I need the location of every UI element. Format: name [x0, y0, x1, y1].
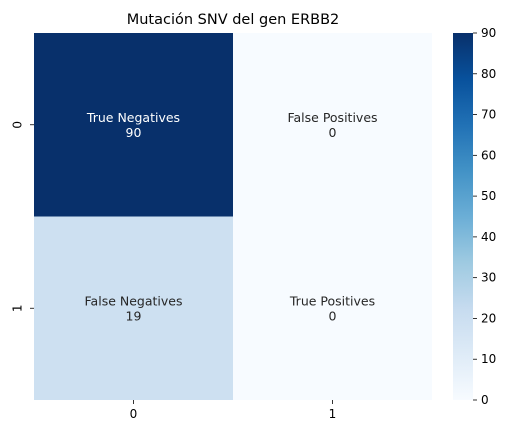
- chart-title: Mutación SNV del gen ERBB2: [127, 12, 340, 28]
- cell-value: 19: [126, 308, 142, 323]
- colorbar-tick-label: 90: [481, 26, 496, 40]
- cell-value: 90: [126, 125, 142, 140]
- colorbar-tick-label: 0: [481, 393, 489, 407]
- y-tick-label: 1: [11, 304, 25, 312]
- colorbar-tick-label: 30: [481, 271, 496, 285]
- colorbar-tick-label: 70: [481, 108, 496, 122]
- cell-value: 0: [329, 308, 337, 323]
- colorbar-tick-label: 40: [481, 230, 496, 244]
- cell-value: 0: [329, 125, 337, 140]
- colorbar-tick-label: 60: [481, 148, 496, 162]
- heatmap-cell: [233, 33, 432, 217]
- heatmap-cells: [34, 33, 432, 400]
- cell-label: True Positives: [289, 293, 375, 308]
- y-tick-label: 0: [11, 121, 25, 129]
- colorbar-tick-label: 80: [481, 67, 496, 81]
- colorbar-tick-label: 20: [481, 311, 496, 325]
- x-tick-label: 0: [130, 407, 138, 421]
- cell-label: False Negatives: [85, 293, 183, 308]
- colorbar-tick-label: 10: [481, 352, 496, 366]
- heatmap-cell: [233, 216, 432, 400]
- heatmap-cell: [34, 33, 233, 217]
- heatmap-cell: [34, 216, 233, 400]
- cell-label: True Negatives: [86, 110, 180, 125]
- colorbar-gradient: [453, 33, 473, 400]
- x-tick-label: 1: [329, 407, 337, 421]
- colorbar-tick-label: 50: [481, 189, 496, 203]
- y-axis: 01: [11, 121, 34, 312]
- colorbar: 0 10 20 30 40 50 60 70 80 90: [453, 26, 496, 407]
- cell-label: False Positives: [287, 110, 377, 125]
